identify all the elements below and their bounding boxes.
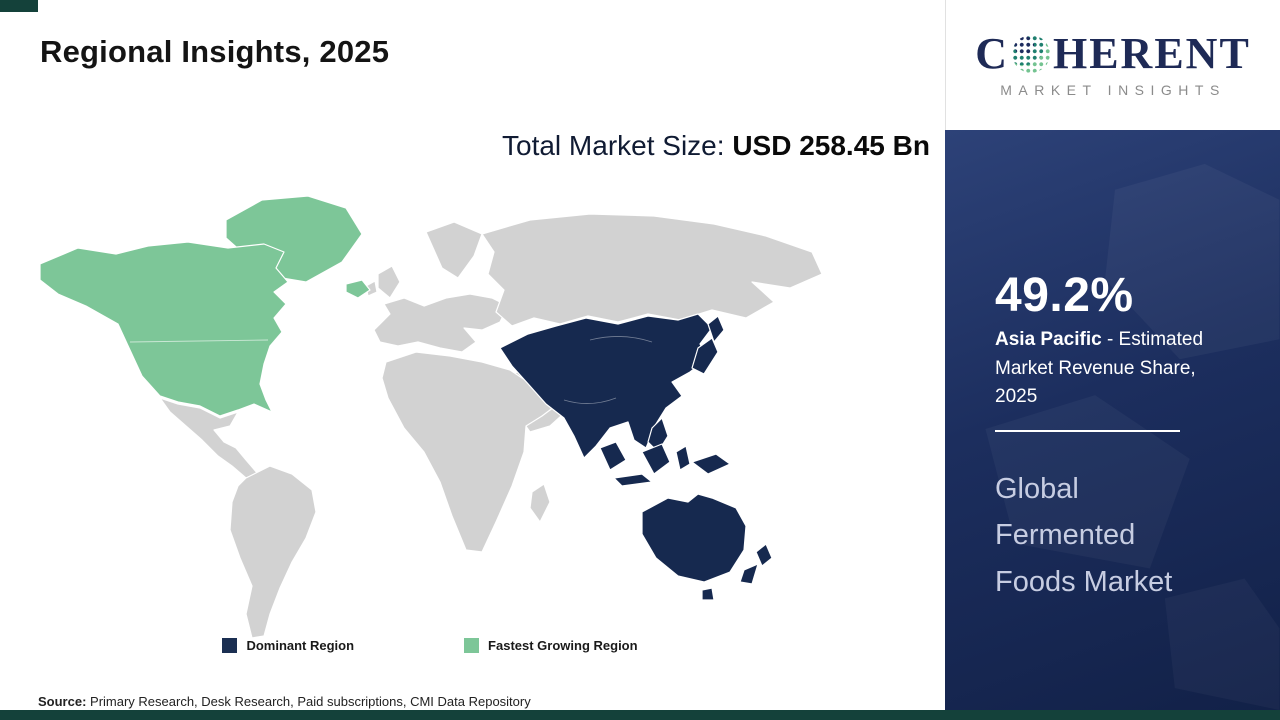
- region-java: [613, 473, 653, 487]
- panel-divider: [995, 430, 1180, 432]
- region-ireland: [365, 280, 378, 297]
- brand-suffix: HERENT: [1052, 29, 1251, 78]
- market-name: Global Fermented Foods Market: [995, 473, 1173, 598]
- region-tasmania: [701, 587, 715, 601]
- region-new-zealand-south: [739, 563, 759, 585]
- region-japan: [691, 337, 719, 375]
- market-size-value: USD 258.45 Bn: [732, 130, 930, 161]
- world-map: [30, 190, 830, 640]
- source-text: Primary Research, Desk Research, Paid su…: [86, 694, 531, 709]
- globe-icon: [1011, 35, 1050, 73]
- region-asia-pacific: [499, 313, 773, 601]
- region-australia: [641, 493, 747, 583]
- world-map-svg: [39, 195, 823, 639]
- region-africa: [381, 351, 559, 553]
- source-line: Source: Primary Research, Desk Research,…: [38, 694, 531, 709]
- region-iceland: [345, 279, 371, 299]
- brand-logo: C HERENT MARKET INSIGHTS: [945, 0, 1280, 130]
- brand-wordmark: C HERENT: [975, 32, 1251, 76]
- region-rest-of-world: [159, 213, 823, 639]
- region-russia: [481, 213, 823, 327]
- highlight-panel: 49.2% Asia Pacific - Estimated Market Re…: [945, 130, 1280, 710]
- region-new-zealand-north: [755, 543, 773, 567]
- brand-prefix: C: [975, 29, 1009, 78]
- region-south-america: [229, 465, 317, 639]
- dominant-region-swatch: [222, 638, 238, 653]
- fastest-growing-label: Fastest Growing Region: [488, 638, 638, 653]
- region-north-america: [39, 241, 289, 417]
- revenue-share-description: Asia Pacific - Estimated Market Revenue …: [995, 326, 1233, 412]
- panel-watermark: [985, 163, 1280, 569]
- region-sumatra: [599, 441, 627, 471]
- revenue-share-text: - Estimated Market Revenue Share, 2025: [995, 329, 1204, 407]
- region-uk: [377, 265, 401, 299]
- market-size-label: Total Market Size:: [502, 130, 733, 161]
- map-legend: Dominant Region Fastest Growing Region: [30, 638, 830, 653]
- top-left-accent-bar: [0, 0, 38, 12]
- total-market-size: Total Market Size: USD 258.45 Bn: [502, 126, 932, 166]
- revenue-share-region: Asia Pacific: [995, 329, 1102, 350]
- source-label: Source:: [38, 694, 87, 709]
- bottom-accent-bar: [0, 710, 1280, 720]
- region-mexico-central-america: [159, 397, 259, 479]
- region-asia-mainland: [499, 313, 713, 459]
- fastest-growing-swatch: [464, 638, 480, 653]
- region-scandinavia: [425, 221, 483, 279]
- region-philippines: [647, 417, 669, 453]
- region-borneo: [641, 443, 671, 475]
- brand-subtitle: MARKET INSIGHTS: [1000, 82, 1226, 98]
- region-japan-north: [707, 315, 725, 343]
- region-europe: [373, 293, 509, 353]
- revenue-share-value: 49.2%: [995, 269, 1134, 322]
- dominant-region-label: Dominant Region: [246, 638, 355, 653]
- region-madagascar: [529, 483, 551, 523]
- legend-item-dominant: Dominant Region: [222, 638, 354, 653]
- region-sulawesi: [675, 445, 691, 471]
- page-title: Regional Insights, 2025: [40, 34, 390, 69]
- region-new-guinea: [691, 453, 731, 475]
- region-fastest-growing: [39, 195, 371, 417]
- legend-item-fastest: Fastest Growing Region: [464, 638, 638, 653]
